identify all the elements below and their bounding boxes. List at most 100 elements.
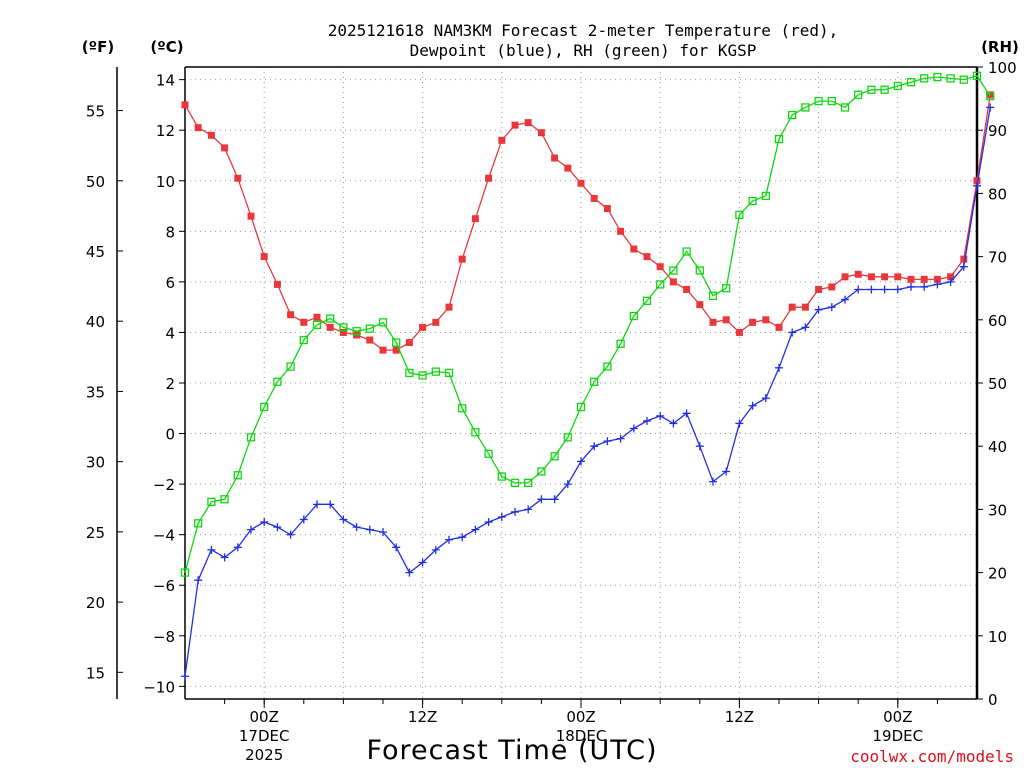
dewpoint-point (933, 280, 942, 289)
2-meter-temperature-point (630, 245, 638, 253)
2-meter-temperature-point (617, 227, 625, 235)
2-meter-temperature-point (735, 328, 743, 336)
2-meter-temperature-point (933, 275, 941, 283)
2-meter-temperature-point (405, 339, 413, 347)
tick-labels: −10−8−6−4−202468101214152025303540455055… (86, 59, 1017, 764)
rh-point (814, 96, 823, 106)
fahrenheit-tick-label: 45 (86, 243, 105, 261)
rh-point (959, 75, 968, 84)
rh-point (946, 74, 955, 83)
fahrenheit-tick-label: 40 (86, 313, 105, 331)
2-meter-temperature-point (643, 253, 651, 261)
dewpoint-point (484, 518, 493, 527)
rh-point (722, 284, 731, 293)
dewpoint-point (709, 477, 717, 486)
2-meter-temperature-point (801, 303, 809, 311)
axes (116, 66, 983, 708)
dewpoint-point (313, 500, 321, 509)
rh-point (603, 362, 612, 371)
dewpoint-point (405, 568, 414, 577)
rh-point (550, 452, 559, 461)
rh-tick-label: 40 (988, 438, 1007, 456)
dewpoint-point (722, 467, 731, 476)
dewpoint-point (365, 525, 374, 534)
2-meter-temperature-point (564, 164, 572, 172)
rh-point (484, 449, 493, 458)
dewpoint-point (247, 525, 255, 534)
2-meter-temperature-point (762, 316, 770, 324)
dewpoint-point (339, 515, 348, 524)
dewpoint-point (761, 394, 770, 403)
rh-point (392, 338, 401, 347)
rh-tick-label: 50 (988, 375, 1007, 393)
2-meter-temperature-point (221, 144, 229, 152)
dewpoint-point (986, 103, 995, 112)
dewpoint-point (616, 434, 625, 443)
rh-point (656, 280, 665, 289)
2-meter-temperature-point (458, 255, 466, 263)
rh-point (260, 402, 269, 412)
2-meter-temperature-point (511, 121, 519, 129)
rh-point (207, 497, 216, 506)
2-meter-temperature-point (432, 318, 440, 326)
rh-point (510, 478, 520, 488)
2-meter-temperature-point (907, 275, 915, 283)
2-meter-temperature-point (867, 273, 875, 281)
rh-point (774, 134, 784, 144)
2-meter-temperature-point (590, 194, 598, 202)
rh-tick-label: 60 (988, 312, 1007, 330)
rh-point (682, 247, 691, 256)
2-meter-temperature-point (960, 255, 968, 263)
2-meter-temperature-point (471, 215, 479, 223)
grid-lines (185, 67, 977, 699)
dewpoint-point (471, 525, 480, 534)
dewpoint-point (445, 535, 453, 544)
credit-text: coolwx.com/models (850, 747, 1014, 766)
dewpoint-line (184, 107, 991, 677)
celsius-tick-label: 0 (165, 426, 175, 444)
rh-point (405, 368, 414, 378)
celsius-tick-label: 2 (165, 375, 175, 393)
rh-point (286, 362, 295, 371)
rh-point (378, 318, 388, 327)
dewpoint-point (233, 543, 242, 552)
celsius-unit-label: (ºC) (150, 38, 183, 56)
dewpoint-point (418, 558, 427, 567)
x-year-label: 2025 (245, 746, 283, 764)
fahrenheit-tick-label: 55 (86, 103, 105, 121)
2-meter-temperature-point (656, 263, 664, 271)
2-meter-temperature-point (339, 328, 347, 336)
rh-point (418, 371, 427, 380)
rh-tick-label: 10 (988, 628, 1007, 646)
rh-point (788, 110, 797, 120)
celsius-tick-label: −2 (153, 476, 175, 494)
x-date-label: 18DEC (556, 727, 607, 745)
fahrenheit-tick-label: 25 (86, 524, 105, 542)
2-meter-temperature-point (313, 313, 321, 321)
celsius-tick-label: −10 (143, 678, 175, 696)
celsius-tick-label: −6 (153, 577, 175, 595)
rh-point (933, 72, 942, 82)
2-meter-temperature-point (947, 273, 955, 281)
rh-point (444, 368, 454, 378)
dewpoint-point (286, 530, 295, 539)
rh-point (972, 71, 982, 80)
rh-point (669, 266, 678, 275)
rh-point (180, 568, 190, 577)
x-axis-title: Forecast Time (UTC) (366, 735, 657, 766)
2-meter-temperature-point (181, 101, 189, 109)
rh-unit-label: (RH) (981, 38, 1019, 56)
2-meter-temperature-point (577, 179, 585, 187)
2-meter-temperature-point (366, 336, 374, 344)
2-meter-temperature-point (300, 318, 308, 326)
rh-point (708, 291, 718, 300)
2-meter-temperature-point (419, 323, 427, 331)
2-meter-temperature-point (669, 278, 677, 286)
rh-point (273, 377, 282, 386)
rh-tick-label: 20 (988, 565, 1007, 583)
dewpoint-point (590, 442, 599, 451)
dewpoint-point (379, 528, 387, 537)
dewpoint-point (207, 545, 216, 554)
dewpoint-point (550, 495, 559, 504)
